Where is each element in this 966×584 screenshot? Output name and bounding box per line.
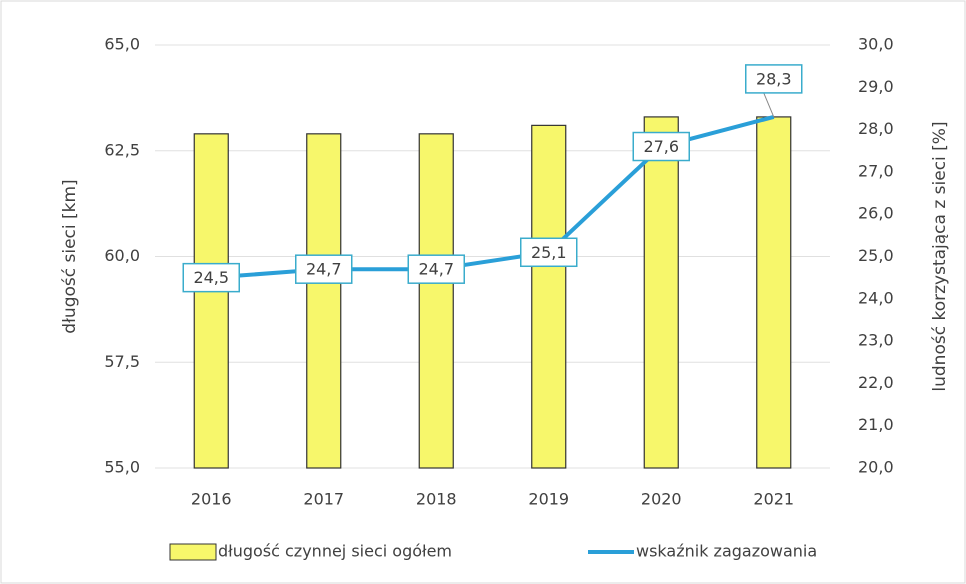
bar (531, 124, 567, 469)
data-label: 24,7 (418, 260, 454, 279)
x-tick-label: 2017 (303, 490, 344, 509)
data-label: 28,3 (756, 69, 792, 88)
y2-tick-label: 30,0 (858, 35, 894, 54)
y-tick-label: 55,0 (104, 458, 140, 477)
y2-tick-label: 26,0 (858, 204, 894, 223)
x-tick-label: 2019 (528, 490, 569, 509)
x-tick-label: 2020 (641, 490, 682, 509)
y-tick-label: 57,5 (104, 352, 140, 371)
y2-tick-label: 21,0 (858, 415, 894, 434)
legend-label: wskaźnik zagazowania (636, 542, 817, 561)
data-label: 24,5 (193, 268, 229, 287)
x-tick-label: 2021 (753, 490, 794, 509)
data-label-box (632, 131, 690, 162)
y2-tick-label: 27,0 (858, 161, 894, 180)
y2-tick-label: 20,0 (858, 458, 894, 477)
x-tick-label: 2016 (191, 490, 232, 509)
legend-swatch (169, 543, 217, 561)
data-label-box (182, 262, 240, 293)
data-label: 24,7 (306, 260, 342, 279)
y2-tick-label: 25,0 (858, 246, 894, 265)
bar (643, 116, 679, 469)
y2-tick-label: 23,0 (858, 331, 894, 350)
data-label: 25,1 (531, 243, 567, 262)
y2-tick-label: 24,0 (858, 288, 894, 307)
y2-tick-label: 28,0 (858, 119, 894, 138)
data-label-box (745, 64, 803, 94)
data-label-box (407, 254, 465, 284)
y-axis-title: długość sieci [km] (60, 179, 80, 333)
y2-tick-label: 29,0 (858, 77, 894, 96)
y2-axis-title: ludność korzystająca z sieci [%] (930, 121, 950, 391)
data-label: 27,6 (643, 137, 679, 156)
y2-tick-label: 22,0 (858, 373, 894, 392)
leader-line (763, 92, 775, 118)
bar (306, 133, 342, 469)
bar (193, 133, 229, 469)
x-tick-label: 2018 (416, 490, 457, 509)
bar (756, 116, 792, 469)
bar (418, 133, 454, 469)
legend-label: długość czynnej sieci ogółem (218, 542, 452, 561)
y-tick-label: 60,0 (104, 246, 140, 265)
data-label-box (295, 254, 353, 284)
y-tick-label: 65,0 (104, 35, 140, 54)
y-tick-label: 62,5 (104, 140, 140, 159)
data-label-box (520, 237, 578, 268)
